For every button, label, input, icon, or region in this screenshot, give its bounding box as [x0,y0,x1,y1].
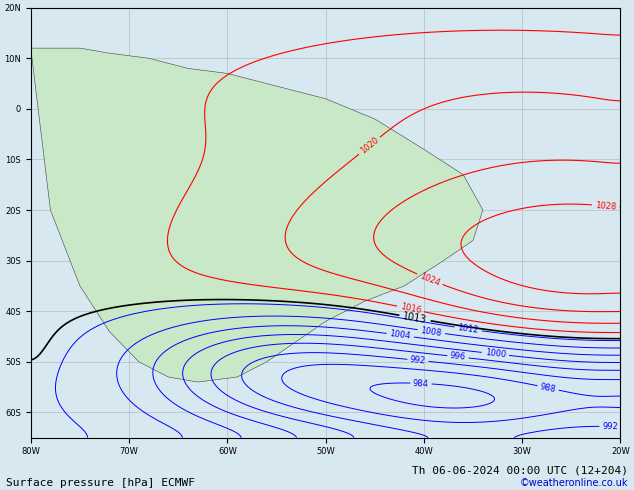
Text: 1013: 1013 [402,311,428,325]
Text: 984: 984 [413,379,429,388]
Polygon shape [31,0,228,8]
Text: 988: 988 [540,382,557,394]
Text: 1004: 1004 [389,329,411,341]
Text: ©weatheronline.co.uk: ©weatheronline.co.uk [519,478,628,488]
Text: 1020: 1020 [358,136,380,156]
Text: 1012: 1012 [457,323,479,335]
Text: 992: 992 [602,422,618,431]
Polygon shape [31,48,483,382]
Text: 1008: 1008 [420,326,443,338]
Text: 1028: 1028 [595,201,617,212]
Text: Surface pressure [hPa] ECMWF: Surface pressure [hPa] ECMWF [6,478,195,488]
Text: Th 06-06-2024 00:00 UTC (12+204): Th 06-06-2024 00:00 UTC (12+204) [411,466,628,475]
Text: 992: 992 [410,355,426,366]
Text: 996: 996 [450,351,466,362]
Text: 1016: 1016 [399,302,422,316]
Text: 1024: 1024 [418,271,441,288]
Polygon shape [621,33,634,438]
Text: 1000: 1000 [484,348,507,360]
